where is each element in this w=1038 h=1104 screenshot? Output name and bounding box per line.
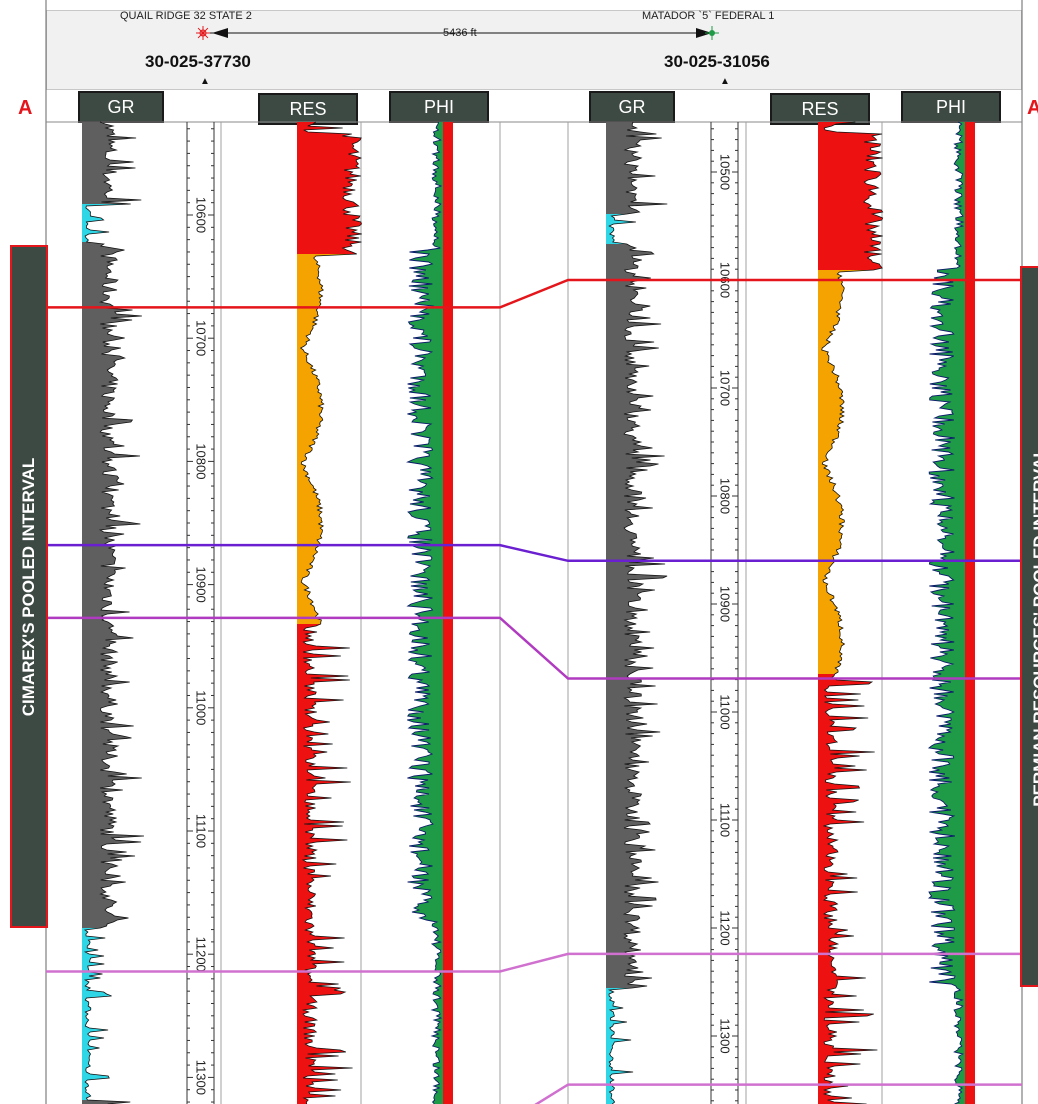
formation-top-line-0 xyxy=(46,278,1022,309)
right-gr-log xyxy=(606,121,668,1104)
section-end-label-right: A xyxy=(1027,97,1038,119)
res-low-fill xyxy=(297,254,357,624)
phi-baseline-fill xyxy=(965,122,975,1104)
left-phi-log xyxy=(406,121,453,1104)
well-symbol-center xyxy=(199,29,207,37)
formation-top-line-1 xyxy=(46,543,1022,563)
res-high-fill xyxy=(818,674,878,1104)
right-depth-label: 10900 xyxy=(717,586,732,622)
right-well-name: MATADOR `5` FEDERAL 1 xyxy=(642,10,775,22)
res-curve xyxy=(299,121,362,1104)
right-phi-log xyxy=(927,121,975,1104)
left-res-log xyxy=(297,121,362,1104)
arrow-head-left-icon xyxy=(212,28,228,38)
cimarex-interval-label: CIMAREX'S POOLED INTERVAL xyxy=(19,457,38,716)
right-res-log xyxy=(818,121,884,1104)
well-symbol-ray xyxy=(197,27,204,34)
right-datum-lock-icon: ▲ xyxy=(720,76,730,87)
gr-curve xyxy=(607,121,668,1104)
left-depth-label: 11300 xyxy=(193,1060,208,1095)
formation-top-line-2 xyxy=(46,616,1022,680)
permian-interval-label: PERMIAN RESOURCES' POOLED INTERVAL xyxy=(1030,446,1038,807)
well-symbol-ray xyxy=(202,32,209,39)
left-depth-label: 10700 xyxy=(193,320,208,356)
left-depth-label: 10800 xyxy=(193,443,208,479)
left-datum-lock-icon: ▲ xyxy=(200,76,210,87)
phi-curve xyxy=(406,121,443,1104)
formation-top-line-3 xyxy=(46,952,1022,973)
right-depth-label: 11300 xyxy=(717,1018,732,1053)
left-depth-label: 11100 xyxy=(193,814,208,848)
permian-interval-panel: PERMIAN RESOURCES' POOLED INTERVAL xyxy=(1020,266,1038,987)
left-well-api: 30-025-37730 xyxy=(145,52,251,71)
well-header-bar xyxy=(46,10,1022,90)
right-depth-label: 10800 xyxy=(717,478,732,514)
gr-shale-fill xyxy=(82,122,142,204)
right-phi-track-label: PHI xyxy=(901,91,1001,123)
arrow-head-right-icon xyxy=(696,28,712,38)
gr-shale-fill xyxy=(606,122,668,214)
right-depth-label: 10700 xyxy=(717,370,732,406)
left-depth-label: 11200 xyxy=(193,937,208,972)
gr-curve xyxy=(83,121,145,1104)
formation-top-line-4 xyxy=(534,1083,1022,1104)
left-phi-track-label: PHI xyxy=(389,91,489,123)
gr-shale-fill xyxy=(82,242,144,928)
res-high-fill xyxy=(297,624,353,1104)
right-depth-label: 10500 xyxy=(717,154,732,190)
phi-porosity-fill xyxy=(407,122,443,1104)
left-well-name: QUAIL RIDGE 32 STATE 2 xyxy=(120,10,252,22)
well-symbol-ray xyxy=(202,27,209,34)
phi-curve xyxy=(927,121,965,1104)
right-depth-label: 11200 xyxy=(717,910,732,945)
phi-baseline-fill xyxy=(443,122,453,1104)
res-low-fill xyxy=(818,270,874,674)
well-symbol-ray xyxy=(197,32,204,39)
left-gr-track-label: GR xyxy=(78,91,164,123)
gr-shale-fill xyxy=(606,244,668,988)
left-gr-log xyxy=(82,121,145,1104)
res-curve xyxy=(821,121,884,1104)
gr-clean-fill xyxy=(606,988,634,1104)
right-depth-label: 11100 xyxy=(717,803,732,837)
res-high-fill xyxy=(818,122,883,270)
left-depth-label: 11000 xyxy=(193,690,208,725)
right-depth-label: 11000 xyxy=(717,694,732,729)
left-depth-label: 10900 xyxy=(193,567,208,603)
left-well-symbol-icon xyxy=(196,26,210,40)
left-depth-label: 10600 xyxy=(193,197,208,233)
res-high-fill xyxy=(297,122,362,254)
gr-clean-fill xyxy=(82,928,112,1100)
right-well-api: 30-025-31056 xyxy=(664,52,770,71)
right-well-symbol-icon xyxy=(705,26,719,40)
gr-clean-fill xyxy=(82,204,131,242)
section-end-label-left: A xyxy=(18,97,33,119)
gr-clean-fill xyxy=(606,214,636,244)
cimarex-interval-panel: CIMAREX'S POOLED INTERVAL xyxy=(10,245,48,928)
